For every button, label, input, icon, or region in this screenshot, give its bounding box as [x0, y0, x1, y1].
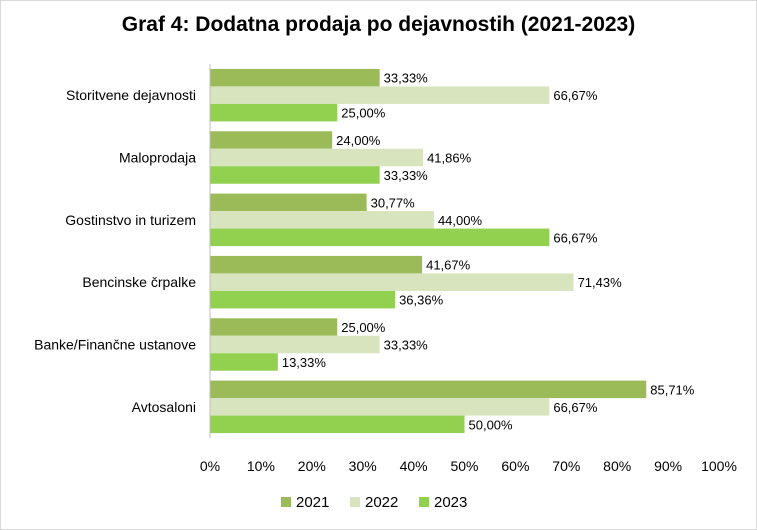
legend-swatch-2023 [419, 497, 429, 507]
bar-2023 [210, 353, 278, 371]
data-label: 50,00% [469, 417, 514, 432]
x-tick-label: 70% [552, 458, 580, 474]
bar-2023 [210, 290, 396, 309]
legend-label: 2021 [296, 494, 329, 511]
x-tick-label: 100% [701, 458, 737, 474]
bar-2021 [210, 318, 338, 336]
data-label: 66,67% [553, 88, 598, 103]
data-label: 41,86% [427, 151, 472, 166]
data-label: 66,67% [553, 400, 598, 415]
data-label: 30,77% [371, 195, 416, 210]
data-label: 85,71% [650, 382, 695, 397]
x-tick-label: 60% [501, 458, 529, 474]
x-tick-label: 40% [400, 458, 428, 474]
data-label: 25,00% [341, 106, 386, 121]
category-label: Storitvene dejavnosti [66, 87, 196, 103]
data-label: 33,33% [384, 338, 429, 353]
data-label: 13,33% [282, 355, 327, 370]
data-label: 66,67% [553, 230, 598, 245]
category-label: Banke/Finančne ustanove [34, 337, 196, 353]
x-tick-label: 0% [200, 458, 220, 474]
bar-2021 [210, 131, 333, 149]
bar-2023 [210, 166, 380, 184]
x-tick-label: 10% [247, 458, 275, 474]
bar-2021 [210, 193, 367, 212]
data-label: 41,67% [426, 258, 471, 273]
category-label: Gostinstvo in turizem [65, 212, 196, 228]
data-label: 44,00% [438, 213, 483, 228]
x-tick-label: 90% [654, 458, 682, 474]
data-label: 33,33% [384, 71, 429, 86]
category-label: Avtosaloni [132, 399, 196, 415]
x-tick-label: 20% [298, 458, 326, 474]
data-label: 24,00% [336, 133, 381, 148]
category-label: Maloprodaja [119, 150, 196, 166]
data-label: 36,36% [399, 293, 444, 308]
x-tick-label: 50% [450, 458, 478, 474]
bar-2021 [210, 255, 423, 274]
chart-title: Graf 4: Dodatna prodaja po dejavnostih (… [121, 13, 636, 36]
bar-2022 [210, 273, 574, 291]
bar-2022 [210, 211, 434, 229]
bar-2023 [210, 415, 465, 434]
bar-2022 [210, 398, 550, 416]
bar-2023 [210, 103, 338, 122]
legend-swatch-2021 [281, 497, 291, 507]
legend-label: 2023 [434, 494, 467, 511]
x-tick-label: 80% [603, 458, 631, 474]
x-tick-label: 30% [349, 458, 377, 474]
legend-swatch-2022 [350, 497, 360, 507]
category-label: Bencinske črpalke [82, 274, 196, 290]
bar-2022 [210, 86, 550, 104]
bar-2022 [210, 335, 380, 354]
bar-2023 [210, 228, 550, 247]
bar-2021 [210, 380, 647, 399]
data-label: 71,43% [578, 275, 623, 290]
data-label: 33,33% [384, 168, 429, 183]
legend-label: 2022 [365, 494, 398, 511]
data-label: 25,00% [341, 320, 386, 335]
bar-2021 [210, 68, 380, 87]
bar-2022 [210, 148, 424, 167]
